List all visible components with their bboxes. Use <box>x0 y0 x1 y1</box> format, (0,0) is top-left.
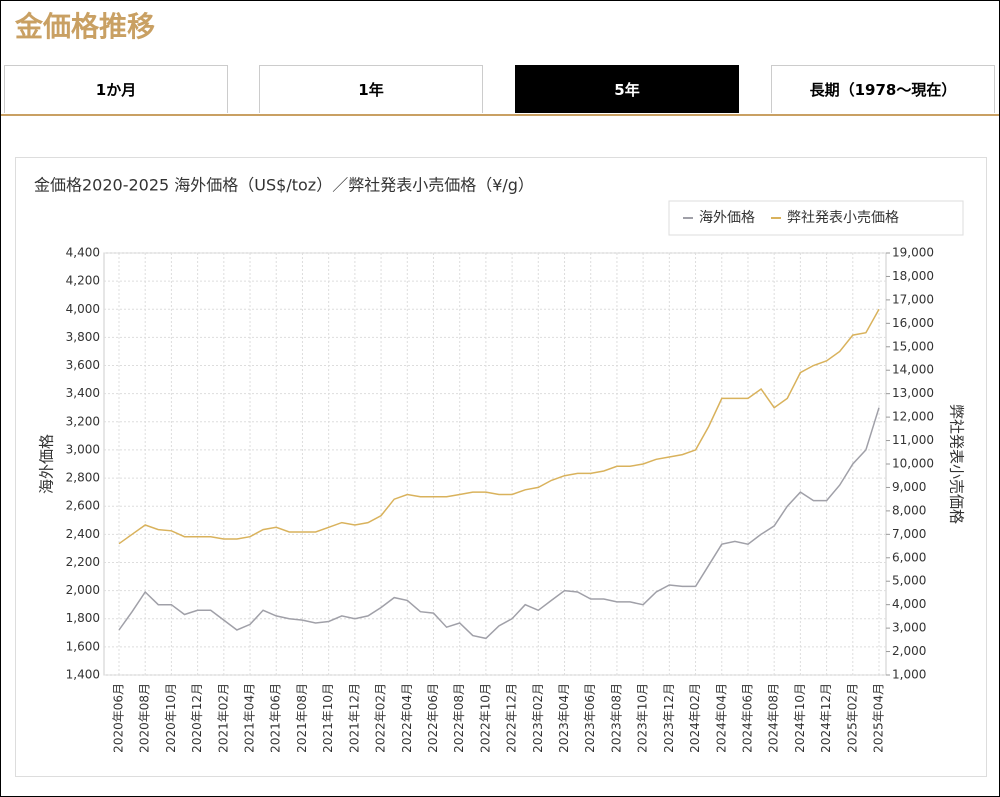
x-tick-label: 2020年08月 <box>138 683 152 753</box>
x-tick-label: 2023年02月 <box>531 683 545 753</box>
y2-tick-label: 7,000 <box>892 527 926 541</box>
x-tick-label: 2021年12月 <box>347 683 361 753</box>
x-tick-label: 2024年02月 <box>688 683 702 753</box>
chart-box <box>15 157 987 777</box>
x-tick-label: 2025年02月 <box>845 683 859 753</box>
y2-tick-label: 12,000 <box>892 410 934 424</box>
y-tick-label: 2,800 <box>66 471 100 485</box>
x-tick-label: 2025年04月 <box>872 683 886 753</box>
x-tick-label: 2024年04月 <box>714 683 728 753</box>
y-tick-label: 1,400 <box>66 668 100 682</box>
x-tick-label: 2024年10月 <box>793 683 807 753</box>
y-tick-label: 2,000 <box>66 583 100 597</box>
x-tick-label: 2021年02月 <box>216 683 230 753</box>
y2-tick-label: 6,000 <box>892 550 926 564</box>
x-tick-label: 2022年04月 <box>400 683 414 753</box>
x-tick-label: 2024年12月 <box>819 683 833 753</box>
x-tick-label: 2021年08月 <box>295 683 309 753</box>
x-tick-label: 2020年06月 <box>112 683 126 753</box>
y2-tick-label: 9,000 <box>892 480 926 494</box>
x-tick-label: 2023年10月 <box>636 683 650 753</box>
x-tick-label: 2022年10月 <box>478 683 492 753</box>
page-title: 金価格推移 <box>15 10 156 43</box>
y2-tick-label: 15,000 <box>892 339 934 353</box>
tab[interactable]: 長期（1978〜現在） <box>771 65 995 113</box>
x-tick-label: 2024年08月 <box>767 683 781 753</box>
y2-tick-label: 14,000 <box>892 363 934 377</box>
y2-tick-label: 18,000 <box>892 269 934 283</box>
y-tick-label: 2,600 <box>66 499 100 513</box>
x-tick-label: 2023年06月 <box>583 683 597 753</box>
x-tick-label: 2024年06月 <box>740 683 754 753</box>
x-tick-label: 2021年06月 <box>269 683 283 753</box>
y-tick-label: 1,600 <box>66 639 100 653</box>
x-tick-label: 2022年08月 <box>452 683 466 753</box>
x-tick-label: 2020年10月 <box>164 683 178 753</box>
y-tick-label: 3,400 <box>66 386 100 400</box>
x-tick-label: 2023年04月 <box>557 683 571 753</box>
y2-axis-title: 弊社発表小売価格 <box>948 404 966 524</box>
chart-title: 金価格2020-2025 海外価格（US$/toz）／弊社発表小売価格（¥/g） <box>34 176 534 195</box>
y-tick-label: 3,000 <box>66 442 100 456</box>
y-tick-label: 4,400 <box>66 246 100 260</box>
legend-label: 海外価格 <box>699 210 755 226</box>
y-axis-title: 海外価格 <box>38 434 56 494</box>
x-tick-label: 2022年06月 <box>426 683 440 753</box>
y2-tick-label: 10,000 <box>892 457 934 471</box>
y2-tick-label: 3,000 <box>892 621 926 635</box>
y-tick-label: 1,800 <box>66 611 100 625</box>
y2-tick-label: 5,000 <box>892 574 926 588</box>
y-tick-label: 3,600 <box>66 358 100 372</box>
y2-tick-label: 8,000 <box>892 503 926 517</box>
y2-tick-label: 1,000 <box>892 668 926 682</box>
tab[interactable]: 1か月 <box>4 65 228 113</box>
y-tick-label: 2,400 <box>66 527 100 541</box>
y-tick-label: 2,200 <box>66 555 100 569</box>
tab[interactable]: 1年 <box>259 65 483 113</box>
line-series <box>118 407 880 640</box>
y-tick-label: 3,200 <box>66 414 100 428</box>
y2-tick-label: 19,000 <box>892 246 934 260</box>
legend-label: 弊社発表小売価格 <box>787 210 899 226</box>
x-tick-label: 2023年12月 <box>662 683 676 753</box>
line-series <box>118 308 880 545</box>
tab-bar: 1か月 1年 5年 長期（1978〜現在） <box>1 65 999 116</box>
y2-tick-label: 17,000 <box>892 292 934 306</box>
y-tick-label: 4,000 <box>66 302 100 316</box>
x-tick-label: 2023年08月 <box>609 683 623 753</box>
legend-box <box>668 200 964 236</box>
x-tick-label: 2022年02月 <box>374 683 388 753</box>
y-tick-label: 3,800 <box>66 330 100 344</box>
tab[interactable]: 5年 <box>515 65 739 113</box>
x-tick-label: 2021年10月 <box>321 683 335 753</box>
x-tick-label: 2020年12月 <box>190 683 204 753</box>
x-tick-label: 2022年12月 <box>505 683 519 753</box>
x-tick-label: 2021年04月 <box>243 683 257 753</box>
y2-tick-label: 4,000 <box>892 597 926 611</box>
plot-area <box>103 252 887 676</box>
y2-tick-label: 11,000 <box>892 433 934 447</box>
y-tick-label: 4,200 <box>66 274 100 288</box>
y2-tick-label: 13,000 <box>892 386 934 400</box>
y2-tick-label: 2,000 <box>892 644 926 658</box>
y2-tick-label: 16,000 <box>892 316 934 330</box>
